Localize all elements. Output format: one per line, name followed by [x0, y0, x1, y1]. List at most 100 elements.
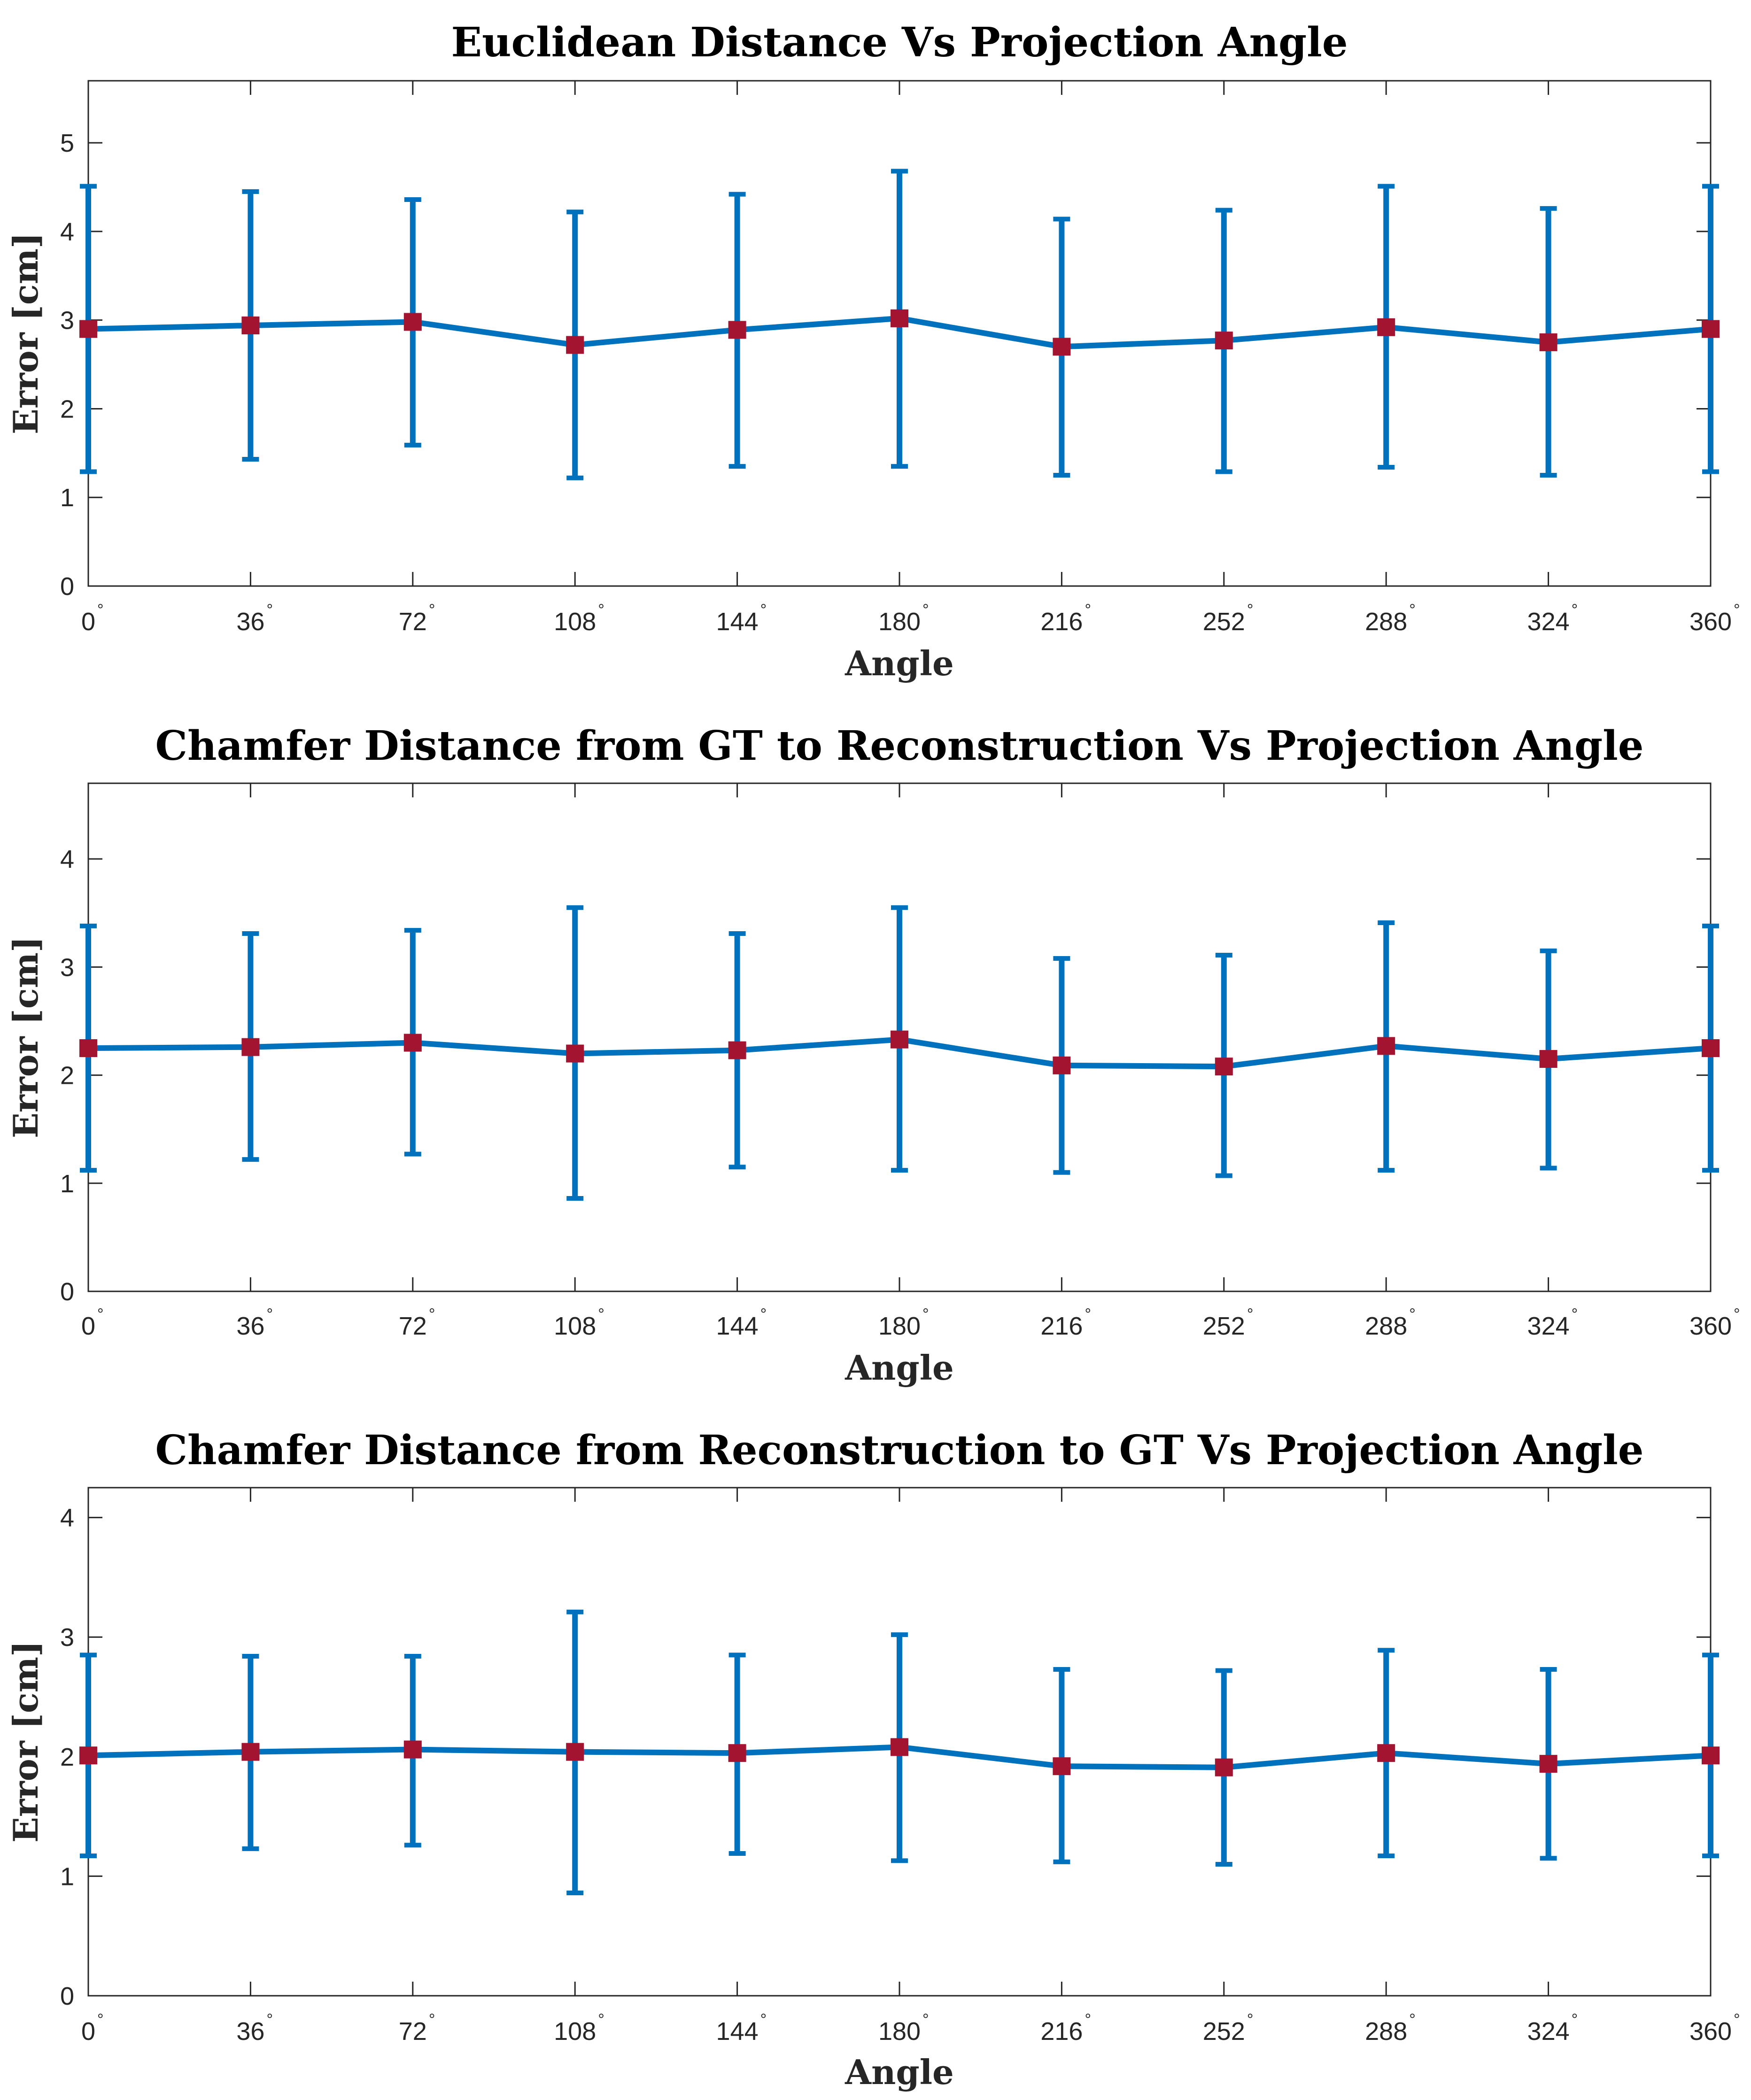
x-tick-label: 36 — [236, 608, 264, 636]
x-tick-label: 144 — [716, 1312, 759, 1340]
chart-title: Chamfer Distance from Reconstruction to … — [155, 1427, 1644, 1474]
series-mean-error — [79, 1609, 1720, 1896]
y-tick-label: 4 — [60, 1504, 74, 1532]
data-point-marker — [728, 1041, 746, 1059]
x-tick-degree-mark: ° — [429, 2011, 435, 2029]
y-tick-label: 0 — [60, 1278, 74, 1306]
x-tick-label: 180 — [878, 2017, 921, 2046]
x-tick-degree-mark: ° — [1572, 1305, 1578, 1323]
x-tick-degree-mark: ° — [266, 2011, 273, 2029]
x-tick-label: 324 — [1527, 608, 1570, 636]
x-tick-degree-mark: ° — [598, 2011, 604, 2029]
chart-panel-1: Euclidean Distance Vs Projection Angle 0 °… — [6, 19, 1740, 683]
x-tick-degree-mark: ° — [1247, 1305, 1254, 1323]
x-tick-label: 180 — [878, 1312, 921, 1340]
data-point-marker — [891, 309, 908, 327]
chart-panel-3: Chamfer Distance from Reconstruction to … — [6, 1427, 1740, 2092]
x-tick-label: 288 — [1365, 1312, 1407, 1340]
x-tick-label: 324 — [1527, 2017, 1570, 2046]
data-point-marker — [403, 1034, 422, 1052]
data-point-marker — [1539, 1050, 1557, 1068]
x-axis-label: Angle — [845, 2052, 954, 2092]
x-tick-degree-mark: ° — [598, 601, 604, 619]
x-tick-degree-mark: ° — [922, 2011, 929, 2029]
x-tick-degree-mark: ° — [266, 1305, 273, 1323]
data-point-marker — [1053, 1757, 1071, 1776]
x-tick-label: 144 — [716, 2017, 759, 2046]
y-tick-label: 2 — [60, 395, 74, 423]
data-point-marker — [1539, 333, 1557, 351]
data-point-marker — [1053, 338, 1071, 356]
x-tick-degree-mark: ° — [97, 1305, 104, 1323]
x-tick-label: 288 — [1365, 608, 1407, 636]
x-tick-degree-mark: ° — [1734, 601, 1740, 619]
data-point-marker — [728, 1744, 746, 1762]
x-tick-label: 0 — [81, 608, 95, 636]
x-tick-degree-mark: ° — [266, 601, 273, 619]
y-tick-label: 1 — [60, 1170, 74, 1198]
x-tick-label: 360 — [1689, 608, 1732, 636]
data-point-marker — [728, 321, 746, 339]
y-tick-label: 0 — [60, 1982, 74, 2010]
x-tick-degree-mark: ° — [598, 1305, 604, 1323]
x-tick-label: 360 — [1689, 1312, 1732, 1340]
data-point-marker — [1377, 1037, 1395, 1055]
x-tick-label: 108 — [554, 1312, 596, 1340]
data-point-marker — [566, 1044, 584, 1063]
x-tick-degree-mark: ° — [1085, 601, 1091, 619]
x-tick-degree-mark: ° — [429, 601, 435, 619]
data-point-marker — [403, 313, 422, 331]
x-tick-label: 324 — [1527, 1312, 1570, 1340]
y-axis-label: Error [cm] — [6, 936, 46, 1138]
y-tick-label: 2 — [60, 1743, 74, 1771]
x-tick-label: 108 — [554, 2017, 596, 2046]
x-tick-degree-mark: ° — [1734, 2011, 1740, 2029]
x-tick-degree-mark: ° — [1734, 1305, 1740, 1323]
data-point-marker — [891, 1030, 908, 1049]
data-point-marker — [1702, 1746, 1720, 1765]
y-tick-label: 5 — [60, 129, 74, 157]
data-point-marker — [1539, 1755, 1557, 1773]
data-point-marker — [566, 336, 584, 354]
x-tick-degree-mark: ° — [1247, 2011, 1254, 2029]
data-point-marker — [566, 1743, 584, 1761]
data-point-marker — [891, 1738, 908, 1756]
x-tick-degree-mark: ° — [922, 1305, 929, 1323]
data-point-marker — [1702, 320, 1720, 338]
y-tick-label: 3 — [60, 1623, 74, 1652]
x-tick-degree-mark: ° — [97, 2011, 104, 2029]
x-tick-degree-mark: ° — [429, 1305, 435, 1323]
data-point-marker — [1215, 332, 1233, 350]
data-point-marker — [1702, 1039, 1720, 1058]
y-axis-label: Error [cm] — [6, 232, 46, 434]
data-point-marker — [1377, 1744, 1395, 1762]
y-tick-label: 4 — [60, 845, 74, 873]
data-point-marker — [79, 1039, 97, 1058]
x-tick-label: 144 — [716, 608, 759, 636]
x-tick-degree-mark: ° — [1247, 601, 1254, 619]
data-point-marker — [241, 1743, 260, 1761]
data-point-marker — [241, 317, 260, 335]
data-point-marker — [79, 1746, 97, 1765]
x-tick-label: 360 — [1689, 2017, 1732, 2046]
data-point-marker — [1377, 318, 1395, 336]
x-tick-degree-mark: ° — [760, 601, 767, 619]
x-axis-label: Angle — [845, 643, 954, 683]
x-tick-degree-mark: ° — [1409, 601, 1416, 619]
data-point-marker — [79, 320, 97, 338]
x-tick-label: 0 — [81, 2017, 95, 2046]
x-tick-degree-mark: ° — [922, 601, 929, 619]
x-tick-label: 288 — [1365, 2017, 1407, 2046]
data-point-marker — [1053, 1056, 1071, 1074]
chart-title: Euclidean Distance Vs Projection Angle — [451, 19, 1348, 66]
x-tick-label: 216 — [1040, 2017, 1083, 2046]
series-mean-error — [79, 905, 1720, 1201]
x-tick-degree-mark: ° — [1572, 2011, 1578, 2029]
data-point-marker — [403, 1740, 422, 1759]
y-tick-label: 2 — [60, 1062, 74, 1090]
x-tick-label: 180 — [878, 608, 921, 636]
y-tick-label: 3 — [60, 953, 74, 981]
data-point-marker — [1215, 1058, 1233, 1076]
